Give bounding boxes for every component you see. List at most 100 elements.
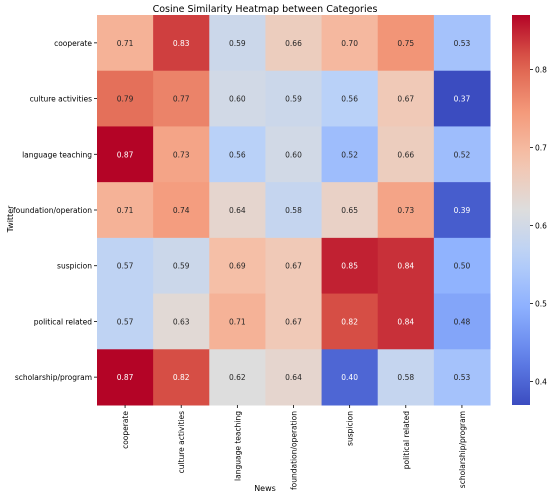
heatmap-cell bbox=[377, 126, 435, 183]
colorbar-tick-label: 0.6 bbox=[535, 222, 547, 231]
heatmap-cell bbox=[321, 182, 379, 239]
heatmap-cell bbox=[209, 293, 266, 350]
cell-value-label: 0.53 bbox=[454, 373, 471, 382]
cell-value-label: 0.74 bbox=[173, 206, 190, 215]
heatmap-cell bbox=[209, 126, 266, 183]
cell-value-label: 0.57 bbox=[117, 317, 134, 326]
y-tick-label: cooperate bbox=[54, 39, 92, 48]
x-tick-label: scholarship/program bbox=[458, 411, 467, 488]
heatmap-cell bbox=[321, 293, 379, 350]
heatmap-cell bbox=[321, 237, 379, 295]
heatmap-cell bbox=[265, 15, 323, 72]
colorbar-tick-label: 0.4 bbox=[535, 378, 547, 387]
cell-value-label: 0.67 bbox=[397, 95, 414, 104]
cell-value-label: 0.77 bbox=[173, 95, 190, 104]
y-tick-label: language teaching bbox=[22, 150, 92, 159]
x-tick-label: suspicion bbox=[346, 411, 355, 446]
cell-value-label: 0.58 bbox=[397, 373, 414, 382]
cell-value-label: 0.66 bbox=[285, 39, 302, 48]
x-axis-label: News bbox=[254, 484, 276, 493]
cell-value-label: 0.62 bbox=[229, 373, 246, 382]
cell-value-label: 0.71 bbox=[117, 206, 134, 215]
x-tick-label: culture activities bbox=[177, 411, 186, 473]
heatmap-cell bbox=[265, 126, 323, 183]
heatmap-cell bbox=[153, 237, 210, 295]
heatmap-cell bbox=[377, 237, 435, 295]
heatmap-cell bbox=[377, 293, 435, 350]
cell-value-label: 0.60 bbox=[285, 150, 302, 159]
colorbar: 0.4 0.5 0.6 0.7 0.8 bbox=[512, 15, 547, 405]
heatmap-cell bbox=[97, 15, 154, 72]
heatmap-cell bbox=[433, 293, 491, 350]
heatmap-cell-labels: 0.71 0.83 0.59 0.66 0.70 0.75 0.53 0.79 0.77 0.60… bbox=[117, 39, 471, 382]
y-tick-label: culture activities bbox=[30, 95, 92, 104]
y-axis-ticks: cooperate culture activities language teac… bbox=[13, 39, 97, 382]
cell-value-label: 0.67 bbox=[285, 262, 302, 271]
heatmap-cell bbox=[433, 70, 491, 127]
cell-value-label: 0.50 bbox=[454, 262, 471, 271]
cell-value-label: 0.82 bbox=[341, 317, 358, 326]
cell-value-label: 0.82 bbox=[173, 373, 190, 382]
heatmap-cell bbox=[97, 182, 154, 239]
cell-value-label: 0.85 bbox=[341, 262, 358, 271]
y-tick-label: suspicion bbox=[57, 262, 92, 271]
cell-value-label: 0.67 bbox=[285, 317, 302, 326]
cell-value-label: 0.65 bbox=[341, 206, 358, 215]
cell-value-label: 0.37 bbox=[454, 95, 471, 104]
x-tick-label: language teaching bbox=[233, 411, 242, 481]
cell-value-label: 0.39 bbox=[454, 206, 471, 215]
y-axis-label: Twitter bbox=[6, 205, 15, 234]
colorbar-tick-label: 0.8 bbox=[535, 66, 547, 75]
cell-value-label: 0.70 bbox=[341, 39, 358, 48]
cell-value-label: 0.69 bbox=[229, 262, 246, 271]
cell-value-label: 0.57 bbox=[117, 262, 134, 271]
heatmap-cell bbox=[209, 70, 266, 127]
heatmap-cell bbox=[433, 349, 491, 406]
cell-value-label: 0.79 bbox=[117, 95, 134, 104]
heatmap-cell bbox=[321, 349, 379, 406]
x-tick-label: political related bbox=[402, 411, 411, 469]
heatmap-cell bbox=[153, 182, 210, 239]
heatmap-cell bbox=[321, 15, 379, 72]
heatmap-cell bbox=[97, 349, 154, 406]
heatmap-cell bbox=[321, 70, 379, 127]
heatmap-cell bbox=[433, 126, 491, 183]
cell-value-label: 0.40 bbox=[341, 373, 358, 382]
cell-value-label: 0.52 bbox=[454, 150, 471, 159]
heatmap-cell bbox=[433, 182, 491, 239]
heatmap-cell bbox=[153, 349, 210, 406]
cell-value-label: 0.73 bbox=[173, 150, 190, 159]
heatmap-cell bbox=[97, 237, 154, 295]
cell-value-label: 0.58 bbox=[285, 206, 302, 215]
heatmap-cell bbox=[209, 182, 266, 239]
heatmap-cell bbox=[265, 237, 323, 295]
cell-value-label: 0.84 bbox=[397, 317, 414, 326]
cell-value-label: 0.59 bbox=[285, 95, 302, 104]
heatmap-cell bbox=[265, 349, 323, 406]
chart-title: Cosine Similarity Heatmap between Catego… bbox=[153, 4, 378, 15]
cell-value-label: 0.56 bbox=[229, 150, 246, 159]
cell-value-label: 0.53 bbox=[454, 39, 471, 48]
cell-value-label: 0.59 bbox=[229, 39, 246, 48]
heatmap-cell bbox=[377, 15, 435, 72]
cell-value-label: 0.75 bbox=[397, 39, 414, 48]
y-tick-label: scholarship/program bbox=[15, 373, 92, 382]
y-tick-label: foundation/operation bbox=[13, 206, 92, 215]
colorbar-gradient bbox=[512, 15, 530, 405]
heatmap-cell bbox=[209, 349, 266, 406]
cell-value-label: 0.59 bbox=[173, 262, 190, 271]
cell-value-label: 0.73 bbox=[397, 206, 414, 215]
heatmap-cell bbox=[97, 70, 154, 127]
heatmap-cell bbox=[377, 182, 435, 239]
heatmap-cell bbox=[97, 293, 154, 350]
heatmap-cell bbox=[265, 70, 323, 127]
colorbar-tick-label: 0.7 bbox=[535, 144, 547, 153]
heatmap-cell bbox=[433, 237, 491, 295]
heatmap-cell bbox=[265, 182, 323, 239]
y-tick-label: political related bbox=[34, 317, 92, 326]
heatmap-cell bbox=[321, 126, 379, 183]
cell-value-label: 0.64 bbox=[285, 373, 302, 382]
colorbar-tick-label: 0.5 bbox=[535, 300, 547, 309]
